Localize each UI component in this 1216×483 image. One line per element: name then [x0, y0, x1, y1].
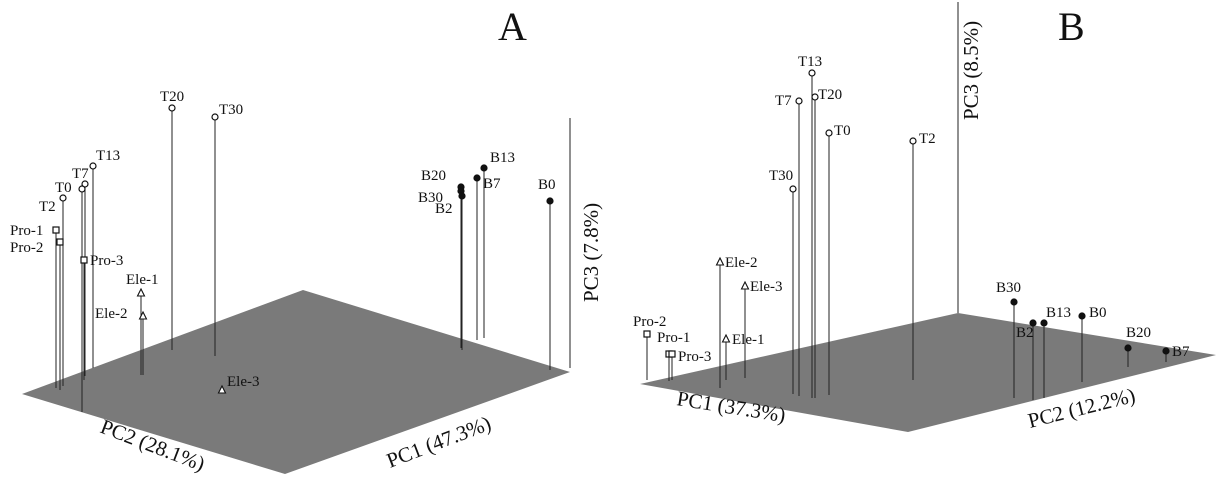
- panel-b-label-ele-1: Ele-1: [732, 332, 764, 348]
- panel-a-pc3-label: PC3 (7.8%): [579, 203, 603, 302]
- panel-a-marker-pro-2: [56, 238, 64, 246]
- panel-b-marker-b13: [1029, 319, 1037, 327]
- panel-a-label-b20: B20: [421, 168, 446, 184]
- panel-b-marker-t2: [909, 137, 917, 145]
- panel-b-label-ele-2: Ele-2: [725, 255, 757, 271]
- panel-b-label-b0: B0: [1089, 305, 1107, 321]
- panel-a-label-b13: B13: [490, 150, 515, 166]
- panel-b-marker-ele-1: [721, 333, 731, 343]
- panel-b-base-plane: [640, 313, 1216, 432]
- panel-a-label-ele-2: Ele-2: [95, 306, 127, 322]
- panel-b-label-t13: T13: [798, 54, 822, 70]
- panel-a-label-b0: B0: [538, 177, 556, 193]
- panel-b-label-t0: T0: [834, 123, 851, 139]
- panel-a-marker-ele-2: [138, 310, 148, 320]
- panel-a-label-t20: T20: [160, 89, 184, 105]
- panel-b-label-b30: B30: [996, 280, 1021, 296]
- panel-b-letter: B: [1058, 4, 1085, 49]
- panel-a-marker-t2: [59, 194, 67, 202]
- panel-a-label-ele-3: Ele-3: [227, 374, 259, 390]
- panel-b-marker-b7: [1162, 347, 1170, 355]
- panel-b-marker-t7: [795, 97, 803, 105]
- panel-b-label-b2: B2: [1016, 325, 1034, 341]
- panel-a-marker-pro-1: [52, 226, 60, 234]
- panel-b-marker-pro-3: [668, 350, 676, 358]
- panel-b-label-pro-3: Pro-3: [678, 349, 711, 365]
- panel-a-marker-t30: [211, 113, 219, 121]
- panel-b-marker-ele-3: [740, 280, 750, 290]
- panel-b-label-t30: T30: [769, 168, 793, 184]
- panel-a-label-t30: T30: [219, 102, 243, 118]
- panel-b-label-b13: B13: [1046, 305, 1071, 321]
- panel-a-marker-b13: [480, 164, 488, 172]
- panel-a-label-b30: B30: [418, 190, 443, 206]
- panel-a-marker-t7: [81, 180, 89, 188]
- panel-b-marker-ele-2: [715, 256, 725, 266]
- panel-a-marker-t0: [78, 185, 86, 193]
- panel-b-marker-t30: [789, 185, 797, 193]
- panel-b-label-t20: T20: [818, 87, 842, 103]
- panel-a-marker-b0: [546, 197, 554, 205]
- panel-b-marker-pro-2: [643, 330, 651, 338]
- panel-b-marker-t0: [825, 129, 833, 137]
- panel-a-label-b7: B7: [483, 176, 501, 192]
- panel-a-label-pro-2: Pro-2: [10, 240, 43, 256]
- panel-b: B PC1 (37.3%) PC2 (12.2%) PC3 (8.5%) T13…: [633, 2, 1216, 433]
- panel-b-marker-b0: [1078, 312, 1086, 320]
- panel-b-marker-t20: [811, 93, 819, 101]
- panel-a-marker-ele-1: [136, 287, 146, 297]
- panel-a-label-pro-1: Pro-1: [10, 223, 43, 239]
- panel-a-label-ele-1: Ele-1: [126, 272, 158, 288]
- panel-a-marker-pro-3: [80, 256, 88, 264]
- panel-b-marker-t13: [808, 69, 816, 77]
- panel-a-marker-t20: [168, 104, 176, 112]
- panel-b-label-t7: T7: [775, 93, 792, 109]
- panel-b-marker-b30: [1010, 298, 1018, 306]
- panel-a-base-plane: [22, 290, 570, 474]
- panel-a-marker-ele-3: [217, 384, 227, 394]
- panel-a-label-t0: T0: [55, 180, 72, 196]
- panel-a-marker-b7: [473, 174, 481, 182]
- panel-a: A PC2 (28.1%) PC1 (47.3%) PC3 (7.8%) T20…: [10, 4, 603, 476]
- panel-a-label-t7: T7: [72, 166, 89, 182]
- panel-b-label-b20: B20: [1126, 325, 1151, 341]
- panel-a-label-t2: T2: [39, 199, 56, 215]
- panel-b-label-b7: B7: [1172, 344, 1190, 360]
- panel-a-label-b2: B2: [435, 201, 453, 217]
- panel-a-letter: A: [498, 4, 527, 49]
- panel-b-label-pro-1: Pro-1: [657, 330, 690, 346]
- panel-b-marker-b2: [1040, 319, 1048, 327]
- panel-b-label-pro-2: Pro-2: [633, 314, 666, 330]
- panel-a-marker-b2: [458, 192, 466, 200]
- panel-a-label-pro-3: Pro-3: [90, 253, 123, 269]
- panel-a-marker-t13: [89, 162, 97, 170]
- panel-b-label-t2: T2: [919, 131, 936, 147]
- panel-b-points: T13 T20 T7 T0 T2 T30 Ele-2 Ele-3 Ele-1 Pro-2Pro-1…: [633, 54, 1190, 400]
- panel-b-pc3-label: PC3 (8.5%): [959, 21, 983, 120]
- panel-b-label-ele-3: Ele-3: [750, 279, 782, 295]
- panel-b-marker-b20: [1124, 344, 1132, 352]
- panel-a-label-t13: T13: [96, 148, 120, 164]
